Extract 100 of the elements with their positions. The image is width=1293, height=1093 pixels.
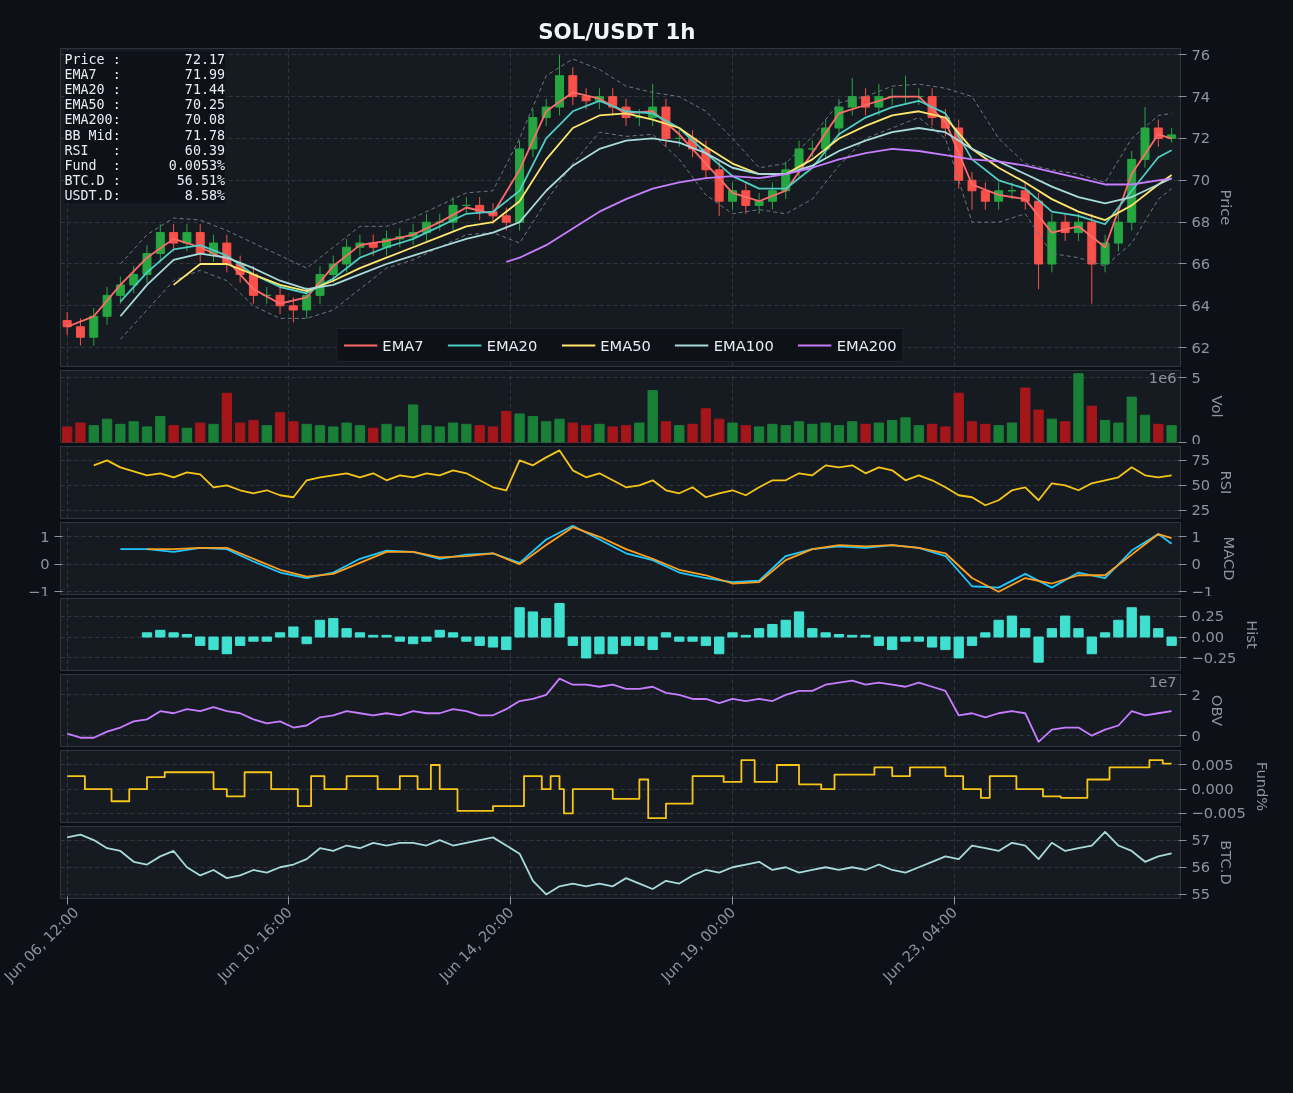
bar — [447, 632, 459, 638]
bar — [714, 418, 725, 443]
candlestick — [568, 66, 578, 106]
bar — [328, 618, 339, 638]
candlestick — [129, 265, 139, 294]
bar — [301, 636, 312, 645]
y-tick-label: −0.25 — [1191, 648, 1237, 666]
bar — [1099, 419, 1111, 443]
bar — [953, 392, 964, 443]
y-tick-label: 72 — [1191, 129, 1211, 147]
bar — [421, 425, 432, 443]
bar — [407, 404, 419, 443]
y-tick-label: 62 — [1191, 338, 1211, 356]
y-tick-label: 1 — [40, 527, 50, 545]
legend-label: EMA200 — [836, 336, 897, 354]
bar — [1046, 418, 1058, 443]
candlestick — [288, 296, 298, 324]
bar — [620, 425, 632, 443]
bar — [820, 422, 831, 443]
y-tick-label: 56 — [1191, 858, 1211, 876]
y-tick-label: 55 — [1191, 885, 1211, 903]
bar — [1060, 421, 1071, 443]
bar — [354, 425, 366, 443]
bar — [1153, 423, 1164, 443]
bar — [1166, 636, 1177, 646]
bar — [820, 632, 831, 638]
bar — [141, 426, 153, 443]
candlestick — [980, 181, 990, 211]
legend-label: EMA50 — [600, 336, 651, 354]
bar — [474, 636, 485, 646]
bar — [594, 423, 605, 443]
y-tick-label: −1 — [27, 582, 50, 600]
bar — [873, 422, 885, 443]
bar — [501, 410, 512, 443]
bar — [1126, 396, 1137, 443]
bar — [913, 636, 924, 642]
bar — [195, 636, 206, 646]
bar — [634, 636, 645, 646]
bar — [660, 632, 672, 638]
y2-axis-title: MACD — [1221, 536, 1239, 581]
bar — [793, 421, 805, 443]
bar — [554, 418, 565, 443]
bar — [261, 636, 272, 642]
bar — [1020, 387, 1031, 443]
y-tick-label: 50 — [1191, 476, 1211, 494]
y-tick-label: 0.005 — [1191, 756, 1234, 773]
bar — [793, 611, 805, 638]
bar — [314, 619, 326, 638]
y-axis-title: RSI — [1218, 470, 1236, 495]
bar — [926, 423, 938, 443]
y-tick-label: 76 — [1191, 45, 1211, 63]
annotation: RSI : 60.39 — [64, 142, 225, 158]
y-tick-label: 0.25 — [1191, 607, 1225, 625]
bar — [993, 619, 1004, 638]
bar — [155, 416, 166, 443]
y-tick-label: 75 — [1191, 451, 1211, 469]
bar — [1099, 632, 1111, 638]
bar — [753, 426, 765, 443]
bar — [594, 636, 605, 655]
bar — [354, 632, 366, 638]
bar — [727, 632, 738, 638]
bar — [926, 636, 938, 648]
candlestick — [75, 317, 85, 347]
bar — [1073, 373, 1084, 443]
bar — [341, 628, 352, 638]
bar — [527, 611, 539, 638]
bar — [980, 423, 991, 443]
bar — [474, 425, 485, 443]
bar — [1033, 409, 1044, 443]
bar — [221, 636, 232, 655]
bar — [221, 392, 232, 443]
bar — [248, 419, 259, 443]
bar — [101, 418, 113, 443]
candlestick — [89, 307, 99, 347]
bar — [674, 636, 685, 642]
bar — [1060, 615, 1071, 638]
annotation: EMA7 : 71.99 — [64, 66, 225, 82]
bar — [1086, 405, 1097, 443]
bar — [208, 636, 219, 651]
bar — [1033, 636, 1044, 663]
y-tick-label: 25 — [1191, 501, 1211, 519]
bar — [807, 423, 818, 443]
bar — [407, 636, 419, 645]
y-tick-label: 57 — [1191, 831, 1211, 849]
bar — [980, 632, 991, 638]
bar — [1020, 628, 1031, 638]
candlestick — [1100, 234, 1110, 273]
bar — [368, 427, 379, 443]
y-tick-label: 0 — [1191, 430, 1201, 448]
y-tick-label: 2 — [1191, 685, 1201, 703]
candlestick — [754, 192, 764, 215]
y-tick-label: 0.000 — [1191, 780, 1234, 798]
y-tick-label: 66 — [1191, 254, 1211, 272]
bar — [1153, 628, 1164, 638]
y-tick-label: 5 — [1191, 368, 1201, 386]
bar — [461, 423, 472, 443]
bar — [700, 408, 712, 443]
bar — [447, 422, 459, 443]
bar — [807, 628, 818, 638]
bar — [274, 412, 286, 443]
